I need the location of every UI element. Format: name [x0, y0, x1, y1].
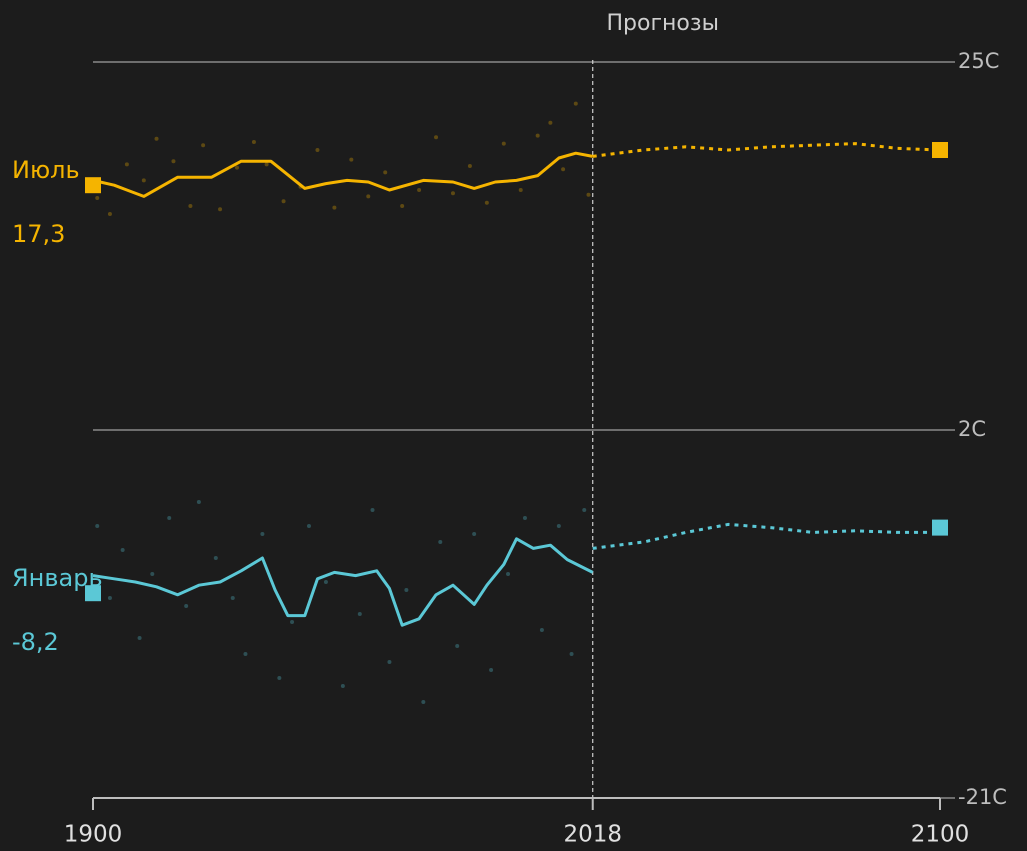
data-point — [340, 684, 345, 688]
data-point — [450, 191, 455, 196]
data-point — [438, 540, 443, 544]
x-tick-label: 1900 — [64, 822, 123, 848]
annotation: Прогнозы — [607, 11, 719, 36]
data-point — [290, 620, 295, 624]
data-point — [281, 199, 286, 204]
data-point — [417, 188, 422, 192]
end-marker — [932, 519, 948, 536]
data-point — [421, 700, 426, 704]
series-line — [92, 537, 594, 627]
x-tick-label: 2100 — [911, 822, 970, 848]
data-point — [467, 164, 472, 168]
data-point — [201, 143, 206, 148]
data-point — [124, 162, 129, 167]
y-tick-label: -21C — [958, 785, 1007, 809]
data-point — [535, 133, 540, 138]
data-point — [171, 159, 176, 164]
data-point — [264, 162, 269, 167]
data-point — [277, 676, 282, 680]
data-point — [501, 141, 506, 146]
data-point — [184, 604, 189, 608]
data-point — [120, 548, 125, 552]
data-point — [404, 588, 409, 592]
data-point — [387, 660, 392, 664]
data-point — [243, 652, 248, 656]
data-point — [150, 572, 155, 576]
data-point — [306, 524, 311, 528]
data-point — [455, 644, 460, 648]
data-point — [434, 135, 439, 140]
data-point — [586, 192, 591, 197]
data-point — [234, 165, 239, 170]
data-point — [370, 508, 375, 512]
y-tick-label: 25C — [958, 49, 999, 73]
data-point — [95, 196, 100, 200]
series-name: Июль — [12, 156, 80, 184]
data-point — [383, 170, 388, 175]
data-point — [167, 516, 172, 520]
data-point — [472, 532, 477, 536]
start-marker — [85, 585, 101, 602]
start-marker — [85, 177, 101, 194]
data-point — [230, 596, 235, 600]
y-tick-label: 2C — [958, 417, 986, 441]
data-point — [137, 636, 142, 640]
data-point — [349, 157, 354, 162]
data-point — [323, 580, 328, 584]
data-point — [251, 140, 256, 144]
data-point — [218, 207, 223, 212]
x-tick-label: 2018 — [563, 822, 622, 848]
data-point — [141, 178, 146, 183]
data-point — [400, 204, 405, 208]
end-marker — [932, 142, 948, 158]
data-point — [556, 524, 561, 528]
data-point — [154, 136, 159, 141]
data-point — [518, 188, 523, 192]
data-point — [484, 200, 489, 205]
data-point — [582, 508, 587, 512]
series-name: Январь — [12, 564, 103, 592]
data-point — [107, 212, 112, 216]
data-point — [539, 628, 544, 632]
start-value-label: -8,2 — [12, 628, 59, 656]
data-point — [260, 532, 265, 536]
data-point — [569, 652, 574, 656]
data-point — [506, 572, 511, 576]
data-point — [196, 500, 201, 504]
data-point — [107, 596, 112, 600]
data-point — [332, 205, 337, 210]
series-line — [92, 151, 593, 198]
data-point — [522, 516, 527, 520]
projection-line — [592, 522, 940, 550]
data-point — [561, 167, 566, 172]
data-point — [95, 524, 100, 528]
projection-line — [592, 142, 941, 158]
data-point — [357, 612, 362, 616]
data-point — [548, 120, 553, 125]
data-point — [315, 148, 320, 152]
data-point — [213, 556, 218, 560]
data-point — [366, 194, 371, 199]
data-point — [188, 204, 193, 208]
start-value-label: 17,3 — [12, 220, 65, 248]
data-point — [489, 668, 494, 672]
data-point — [573, 101, 578, 106]
